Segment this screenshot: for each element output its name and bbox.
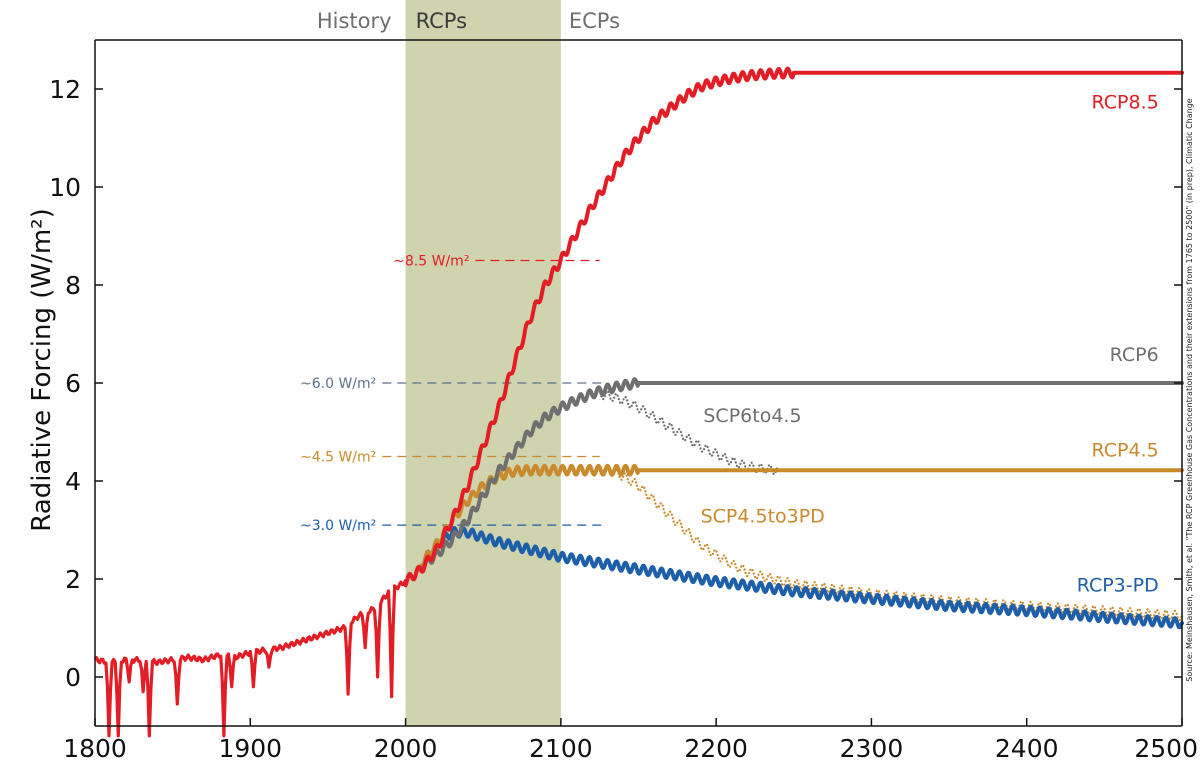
series-line-history xyxy=(93,579,408,738)
source-note: Source: Meinshausen, Smith, et al. "The … xyxy=(1185,98,1194,682)
series-line-rcp6 xyxy=(419,377,1184,572)
series-label-scp4-5to3pd: SCP4.5to3PD xyxy=(701,506,825,528)
series-line-scp4-5to3pd xyxy=(606,464,1184,622)
annotation-label-2: ~4.5 W/m² xyxy=(300,450,376,466)
series-label-rcp3-pd: RCP3-PD xyxy=(1077,574,1159,596)
annotation-label-0: ~8.5 W/m² xyxy=(393,254,469,270)
series-line-rcp3-pd xyxy=(419,526,1184,630)
annotation-label-3: ~3.0 W/m² xyxy=(300,518,376,534)
series-label-rcp6: RCP6 xyxy=(1110,344,1159,366)
y-tick-label-6: 6 xyxy=(65,369,81,398)
x-tick-label-1800: 1800 xyxy=(63,734,127,763)
series-label-scp6to4-5: SCP6to4.5 xyxy=(703,405,801,427)
rcp-period-band xyxy=(405,0,561,726)
series-line-rcp8-5 xyxy=(403,66,1184,588)
period-label-history: History xyxy=(317,9,392,33)
y-tick-label-4: 4 xyxy=(65,467,81,496)
period-label-ecps: ECPs xyxy=(569,9,620,33)
x-tick-label-1900: 1900 xyxy=(218,734,282,763)
x-tick-label-2400: 2400 xyxy=(995,734,1059,763)
y-tick-label-8: 8 xyxy=(65,271,81,300)
y-tick-label-12: 12 xyxy=(49,75,81,104)
x-tick-label-2500: 2500 xyxy=(1134,734,1198,763)
series-label-rcp8-5: RCP8.5 xyxy=(1092,92,1159,114)
x-tick-label-2100: 2100 xyxy=(529,734,593,763)
series-line-rcp4-5 xyxy=(419,463,1184,569)
period-label-rcps: RCPs xyxy=(416,9,467,33)
y-axis-label: Radiative Forcing (W/m²) xyxy=(27,208,57,531)
y-tick-label-2: 2 xyxy=(65,565,81,594)
x-tick-label-2200: 2200 xyxy=(684,734,748,763)
series-label-rcp4-5: RCP4.5 xyxy=(1092,440,1159,462)
y-tick-label-10: 10 xyxy=(49,173,81,202)
annotation-label-1: ~6.0 W/m² xyxy=(300,376,376,392)
y-tick-label-0: 0 xyxy=(65,663,81,692)
x-tick-label-2300: 2300 xyxy=(840,734,904,763)
x-tick-label-2000: 2000 xyxy=(374,734,438,763)
